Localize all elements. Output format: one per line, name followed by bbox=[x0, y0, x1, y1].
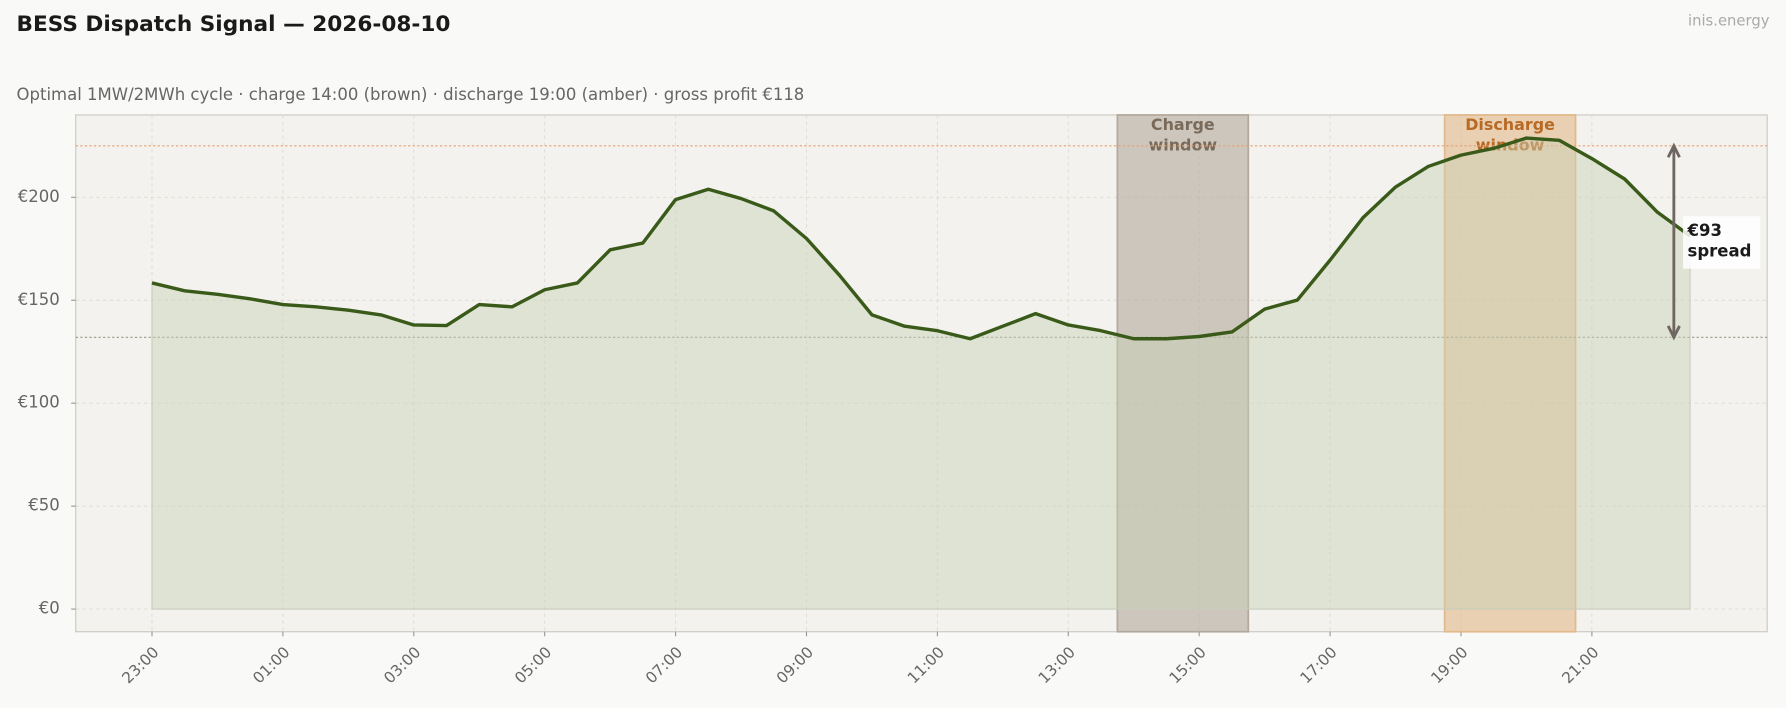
x-tick-label: 13:00 bbox=[1035, 643, 1079, 687]
spread-label-bg bbox=[1682, 216, 1761, 269]
x-tick-label: 11:00 bbox=[904, 643, 948, 687]
spread-label-line: €93 bbox=[1687, 221, 1722, 240]
x-tick-label: 19:00 bbox=[1428, 643, 1472, 687]
y-tick-label: €200 bbox=[18, 187, 60, 206]
y-tick-label: €150 bbox=[18, 290, 60, 309]
window-label-line: Charge bbox=[1151, 115, 1215, 134]
spread-label: €93 spread bbox=[1687, 221, 1752, 260]
x-tick-label: 03:00 bbox=[380, 643, 424, 687]
subtitle: Optimal 1MW/2MWh cycle · charge 14:00 (b… bbox=[17, 85, 805, 104]
line bbox=[151, 136, 1692, 341]
chart-title: BESS Dispatch Signal — 2026-08-10 bbox=[17, 12, 451, 37]
arrow-head bbox=[1666, 142, 1681, 158]
window-label-line: window bbox=[1149, 135, 1218, 154]
x-tick-label: 09:00 bbox=[773, 643, 817, 687]
watermark: inis.energy bbox=[1688, 13, 1770, 30]
window bbox=[1116, 114, 1250, 633]
x-tick-label: 21:00 bbox=[1558, 643, 1602, 687]
x-tick-label: 17:00 bbox=[1297, 643, 1341, 687]
y-tick-label: €50 bbox=[28, 496, 60, 515]
y-tick-label: €100 bbox=[18, 393, 60, 412]
x-tick-label: 01:00 bbox=[249, 643, 293, 687]
window bbox=[1443, 114, 1577, 633]
window-label-line: Discharge bbox=[1465, 115, 1555, 134]
window-label: Charge window bbox=[1149, 115, 1218, 154]
x-tick-label: 23:00 bbox=[119, 643, 163, 687]
spread-label-line: spread bbox=[1688, 241, 1752, 260]
arrow-head bbox=[1666, 325, 1681, 341]
x-tick-label: 05:00 bbox=[511, 643, 555, 687]
x-tick-label: 15:00 bbox=[1166, 643, 1210, 687]
y-tick-label: €0 bbox=[39, 599, 60, 618]
x-tick-label: 07:00 bbox=[642, 643, 686, 687]
